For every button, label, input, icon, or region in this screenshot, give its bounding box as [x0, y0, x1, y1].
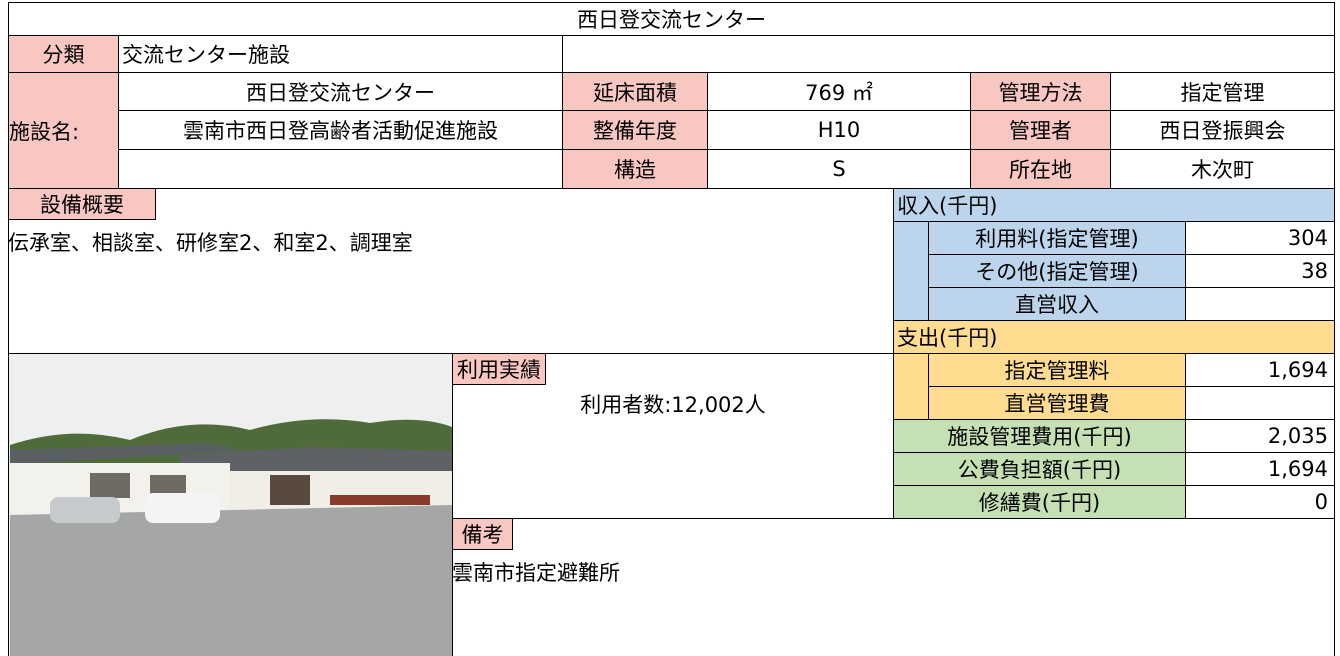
car	[49, 496, 120, 523]
equipment-text: 伝承室、相談室、研修室2、和室2、調理室	[8, 231, 413, 255]
total-label: 公費負担額(千円)	[893, 452, 1186, 486]
entrance	[269, 474, 310, 505]
income-item-value	[1185, 287, 1335, 321]
remarks-label: 備考	[452, 518, 513, 550]
attribute-label: 構造	[562, 149, 708, 189]
attribute-value: 769 ㎡	[707, 72, 971, 111]
equipment-label: 設備概要	[8, 188, 156, 220]
total-value: 1,694	[1185, 452, 1335, 486]
attribute-label: 延床面積	[562, 72, 708, 111]
facility-photo	[9, 354, 452, 656]
empty-cell	[562, 35, 1335, 73]
classification-value: 交流センター施設	[118, 35, 563, 73]
facility-name: 雲南市西日登高齢者活動促進施設	[118, 110, 563, 150]
income-item-label: 直営収入	[928, 287, 1186, 321]
attribute-label: 所在地	[970, 149, 1111, 189]
total-label: 施設管理費用(千円)	[893, 419, 1186, 453]
total-value: 2,035	[1185, 419, 1335, 453]
expense-item-label: 直営管理費	[928, 386, 1186, 420]
parking-lot	[9, 504, 452, 656]
classification-label: 分類	[8, 35, 119, 73]
attribute-label: 管理者	[970, 110, 1111, 150]
expense-item-label: 指定管理料	[928, 353, 1186, 387]
expense-indent	[893, 353, 929, 420]
sheet-title: 西日登交流センター	[8, 2, 1335, 36]
roof	[179, 446, 452, 473]
expense-label: 支出(千円)	[893, 320, 1335, 354]
income-item-label: その他(指定管理)	[928, 254, 1186, 288]
usage-label: 利用実績	[452, 353, 546, 385]
expense-item-value: 1,694	[1185, 353, 1335, 387]
facility-name: 西日登交流センター	[118, 72, 563, 111]
empty-cell	[118, 149, 563, 189]
income-item-label: 利用料(指定管理)	[928, 221, 1186, 255]
attribute-value: 西日登振興会	[1110, 110, 1335, 150]
attribute-value: 指定管理	[1110, 72, 1335, 111]
total-value: 0	[1185, 485, 1335, 519]
car	[144, 492, 220, 523]
attribute-value: S	[707, 149, 971, 189]
window	[89, 472, 130, 498]
attribute-label: 整備年度	[562, 110, 708, 150]
roof	[9, 442, 240, 465]
attribute-value: 木次町	[1110, 149, 1335, 189]
usage-text: 利用者数:12,002人	[580, 393, 766, 417]
window	[149, 474, 186, 497]
attribute-value: H10	[707, 110, 971, 150]
remarks-text: 雲南市指定避難所	[452, 561, 620, 585]
total-label: 修繕費(千円)	[893, 485, 1186, 519]
income-label: 収入(千円)	[893, 188, 1335, 222]
facility-label: 施設名:	[8, 72, 119, 189]
attribute-label: 管理方法	[970, 72, 1111, 111]
sign	[329, 494, 430, 505]
income-item-value: 304	[1185, 221, 1335, 255]
income-item-value: 38	[1185, 254, 1335, 288]
photo-frame	[8, 353, 453, 656]
income-indent	[893, 221, 929, 321]
expense-item-value	[1185, 386, 1335, 420]
